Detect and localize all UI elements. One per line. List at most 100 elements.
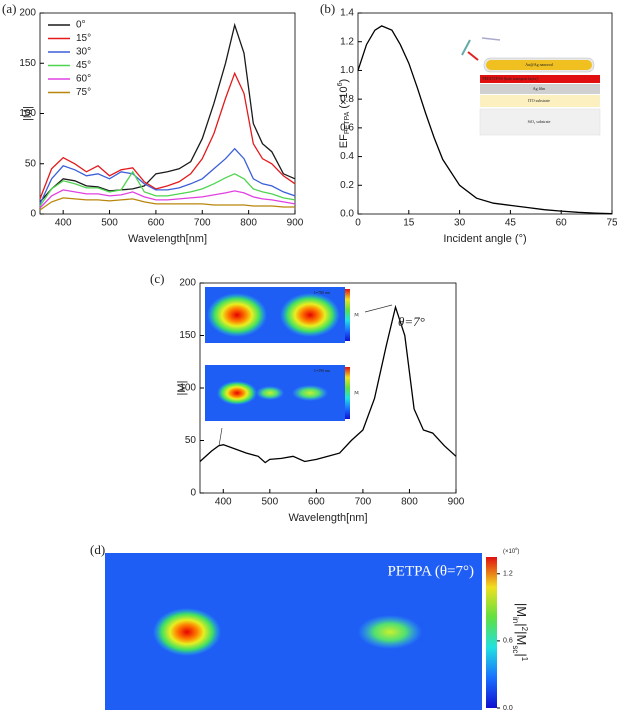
icon bbox=[467, 51, 479, 61]
inset-label: λ=780 nm bbox=[314, 290, 331, 295]
hotspot bbox=[280, 293, 340, 337]
y-tick-label: 0.6 bbox=[340, 122, 354, 133]
hotspot bbox=[207, 293, 267, 337]
y-axis-label: EFPETPA (×106) bbox=[337, 79, 351, 148]
annotation: PETPA (θ=7°) bbox=[387, 563, 474, 579]
panel-label: (c) bbox=[150, 271, 164, 286]
colorbar bbox=[486, 557, 497, 708]
label-part: | bbox=[514, 653, 529, 656]
device-inset: Au@Ag nanorod PEDOT:PSS (hole transport … bbox=[461, 37, 601, 136]
hotspot bbox=[153, 608, 221, 656]
x-tick-label: 60 bbox=[556, 218, 568, 229]
label-part: ) bbox=[517, 549, 519, 555]
x-tick-label: 600 bbox=[148, 218, 165, 229]
inset-label: Au@Ag nanorod bbox=[525, 62, 553, 67]
plot-frame bbox=[357, 12, 613, 215]
inset-colorbar-label: |M| bbox=[354, 390, 359, 395]
x-tick-label: 800 bbox=[240, 218, 257, 229]
arrow bbox=[218, 427, 223, 447]
label-part: PETPA bbox=[344, 111, 351, 134]
x-tick-label: 600 bbox=[308, 497, 325, 508]
label-part: (×10 bbox=[503, 549, 516, 555]
heatmap bbox=[105, 553, 497, 710]
x-tick-label: 900 bbox=[448, 497, 465, 508]
y-tick-label: 200 bbox=[179, 278, 196, 289]
legend-label: 45° bbox=[76, 60, 91, 71]
y-tick-label: 0.8 bbox=[340, 94, 354, 105]
x-tick-label: 400 bbox=[55, 218, 72, 229]
legend-label: 15° bbox=[76, 33, 91, 44]
y-tick-label: 150 bbox=[179, 330, 196, 341]
y-tick-label: 1.0 bbox=[340, 65, 354, 76]
inset-label: λ=390 nm bbox=[314, 368, 331, 373]
colorbar-unit: (×106) bbox=[503, 546, 519, 555]
y-tick-label: 1.4 bbox=[340, 8, 354, 19]
data-line bbox=[199, 304, 457, 464]
y-tick-label: 0.4 bbox=[340, 151, 354, 162]
colorbar-tick-label: 0.0 bbox=[503, 705, 513, 712]
icon bbox=[481, 37, 501, 41]
y-tick-label: 100 bbox=[179, 383, 196, 394]
x-axis-label: Incident angle (°) bbox=[443, 233, 526, 245]
data-line bbox=[39, 22, 296, 203]
x-tick-label: 30 bbox=[454, 218, 466, 229]
data-line bbox=[39, 147, 296, 205]
label-part: 6 bbox=[337, 82, 344, 86]
hotspot bbox=[217, 381, 257, 405]
inset-label: PEDOT:PSS (hole transport layer) bbox=[482, 76, 538, 81]
y-tick-label: 50 bbox=[185, 435, 197, 446]
y-tick-label: 200 bbox=[19, 8, 36, 19]
colorbar-label: |Min|2|Msc|1 bbox=[511, 603, 529, 662]
layer bbox=[479, 108, 601, 136]
layer bbox=[480, 75, 600, 83]
layer bbox=[486, 60, 592, 70]
x-tick-label: 400 bbox=[215, 497, 232, 508]
hotspot bbox=[292, 385, 328, 401]
label-part: | bbox=[514, 623, 529, 626]
icon bbox=[461, 39, 471, 56]
y-tick-label: 100 bbox=[19, 108, 36, 119]
colorbar bbox=[345, 289, 350, 341]
data-line bbox=[39, 197, 295, 211]
x-tick-label: 0 bbox=[355, 218, 361, 229]
data-line bbox=[39, 170, 296, 207]
y-tick-label: 150 bbox=[19, 58, 36, 69]
label-part: (×10 bbox=[338, 86, 350, 111]
colorbar-tick-label: 1.2 bbox=[503, 571, 513, 578]
layer bbox=[480, 84, 600, 94]
legend-label: 30° bbox=[76, 47, 91, 58]
x-tick-label: 45 bbox=[505, 218, 517, 229]
x-tick-label: 700 bbox=[355, 497, 372, 508]
x-tick-label: 900 bbox=[287, 218, 304, 229]
inset-label: Ag film bbox=[533, 86, 546, 91]
label-part: sc bbox=[511, 645, 520, 653]
data-line bbox=[39, 189, 296, 209]
label-part: 2 bbox=[520, 627, 529, 632]
data-line bbox=[39, 71, 296, 200]
y-tick-label: 0 bbox=[30, 209, 36, 220]
label-part: EF bbox=[338, 134, 350, 148]
y-tick-label: 1.2 bbox=[340, 36, 354, 47]
y-axis-label: |M| bbox=[22, 106, 34, 121]
x-tick-label: 700 bbox=[194, 218, 211, 229]
y-axis-label: |M| bbox=[176, 381, 188, 396]
inset-label: ITO substrate bbox=[528, 98, 550, 103]
label-part: in bbox=[511, 617, 520, 623]
label-part: ) bbox=[338, 79, 350, 83]
y-tick-label: 0.2 bbox=[340, 180, 354, 191]
y-tick-label: 0 bbox=[190, 488, 196, 499]
label-part: 6 bbox=[515, 546, 518, 551]
x-axis-label: Wavelength[nm] bbox=[128, 233, 207, 245]
data-line bbox=[357, 25, 613, 215]
hotspot bbox=[358, 615, 422, 649]
x-tick-label: 800 bbox=[401, 497, 418, 508]
hotspot bbox=[256, 386, 284, 400]
colorbar-tick-label: 0.6 bbox=[503, 638, 513, 645]
panel-label: (b) bbox=[320, 1, 335, 16]
x-tick-label: 15 bbox=[403, 218, 415, 229]
field-insets: λ=780 nm λ=390 nm |M| |M| bbox=[205, 287, 393, 447]
x-tick-label: 500 bbox=[101, 218, 118, 229]
annotation: θ=7° bbox=[398, 314, 425, 329]
arrow bbox=[364, 304, 393, 313]
colorbar bbox=[345, 367, 350, 419]
